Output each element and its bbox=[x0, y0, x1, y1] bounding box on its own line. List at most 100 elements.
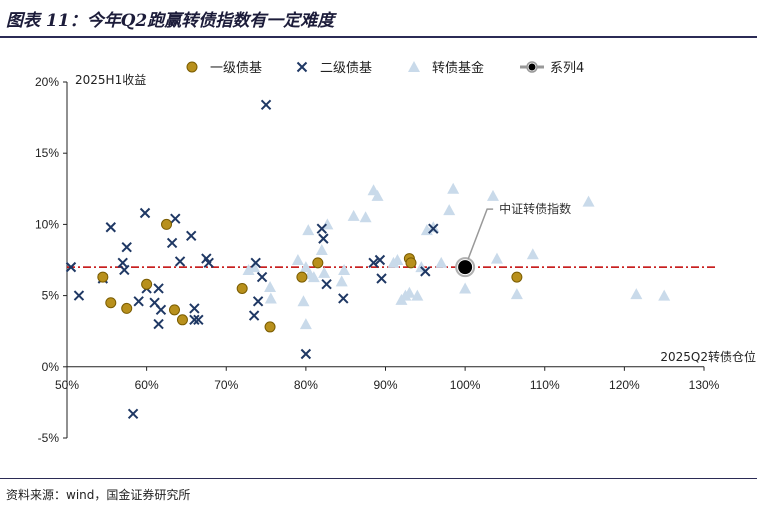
point-grade2 bbox=[174, 256, 186, 267]
point-fund bbox=[486, 189, 499, 201]
point-grade2 bbox=[153, 318, 164, 330]
point-grade1 bbox=[236, 282, 248, 294]
point-grade2 bbox=[73, 290, 85, 301]
point-fund bbox=[291, 254, 304, 265]
legend-label: 一级债基 bbox=[210, 61, 262, 76]
point-grade2 bbox=[428, 223, 439, 234]
y-tick-label: 15% bbox=[35, 146, 59, 160]
point-grade2 bbox=[376, 273, 387, 284]
chart-annotation: 中证转债指数 bbox=[467, 201, 571, 260]
point-grade2 bbox=[374, 254, 386, 266]
point-fund bbox=[411, 289, 424, 301]
point-fund bbox=[359, 211, 372, 223]
x-tick-label: 70% bbox=[214, 378, 238, 392]
point-grade1 bbox=[264, 321, 276, 333]
y-axis-title: 2025H1收益 bbox=[75, 73, 146, 87]
point-grade2 bbox=[121, 241, 132, 253]
chart-title: 图表 11：今年Q2跑赢转债指数有一定难度 bbox=[6, 11, 335, 31]
point-grade2 bbox=[248, 310, 260, 321]
legend-item-1: 一级债基 bbox=[186, 61, 262, 76]
legend-item-3: 转债基金 bbox=[408, 60, 484, 76]
point-grade1 bbox=[168, 304, 180, 316]
point-grade2 bbox=[105, 222, 117, 233]
point-grade1 bbox=[312, 257, 324, 269]
point-grade2 bbox=[300, 348, 312, 360]
footer-divider bbox=[0, 478, 757, 479]
point-fund bbox=[315, 244, 328, 256]
point-fund bbox=[338, 263, 351, 275]
x-tick-label: 120% bbox=[609, 378, 640, 392]
point-grade2 bbox=[203, 257, 214, 269]
point-fund bbox=[582, 195, 595, 207]
x-tick-label: 50% bbox=[55, 378, 79, 392]
point-fund bbox=[248, 261, 261, 273]
legend-label: 系列4 bbox=[550, 61, 584, 76]
scatter-chart: 一级债基 二级债基 转债基金 系列4 20% 15% 10% 5% 0% -5% 50% 60% 70… bbox=[35, 60, 756, 445]
point-grade1 bbox=[105, 297, 117, 309]
point-fund bbox=[302, 224, 315, 236]
point-fund bbox=[307, 271, 320, 283]
point-grade1 bbox=[296, 271, 308, 283]
legend-marker-grade2 bbox=[296, 61, 308, 73]
title-bar: 图表 11：今年Q2跑赢转债指数有一定难度 bbox=[0, 0, 757, 40]
point-grade2 bbox=[139, 207, 151, 219]
legend: 一级债基 二级债基 转债基金 系列4 bbox=[186, 60, 584, 76]
point-fund bbox=[427, 221, 440, 233]
point-grade2 bbox=[260, 99, 272, 110]
point-grade1 bbox=[511, 271, 523, 283]
y-tick-label: 5% bbox=[42, 289, 60, 303]
point-grade1 bbox=[405, 257, 417, 269]
point-fund bbox=[299, 318, 312, 330]
x-tick-label: 80% bbox=[294, 378, 318, 392]
title-divider bbox=[0, 36, 757, 38]
point-grade2 bbox=[250, 257, 261, 269]
point-grade2 bbox=[119, 264, 130, 276]
point-grade2 bbox=[321, 279, 332, 290]
point-fund bbox=[490, 252, 503, 264]
annotation-leader bbox=[467, 208, 494, 260]
y-tick-label: 10% bbox=[35, 217, 59, 231]
series-1 bbox=[97, 218, 523, 333]
point-grade2 bbox=[189, 303, 200, 314]
y-tick-label: 0% bbox=[42, 360, 60, 374]
legend-label: 转债基金 bbox=[432, 60, 484, 76]
y-tick-label: -5% bbox=[38, 431, 60, 445]
point-grade2 bbox=[189, 314, 200, 326]
point-grade2 bbox=[316, 223, 328, 234]
x-tick-label: 110% bbox=[530, 378, 560, 392]
point-fund bbox=[443, 204, 456, 216]
x-tick-label: 90% bbox=[373, 378, 397, 392]
point-grade2 bbox=[127, 408, 139, 419]
point-fund bbox=[242, 263, 255, 275]
point-fund bbox=[264, 292, 277, 304]
point-series4 bbox=[458, 260, 473, 275]
point-grade2 bbox=[166, 237, 178, 249]
point-grade2 bbox=[420, 266, 431, 277]
legend-marker-fund bbox=[408, 61, 420, 72]
chart-axes: 20% 15% 10% 5% 0% -5% 50% 60% 70% 80% 90% 100% 110% 1… bbox=[35, 73, 756, 445]
point-grade2 bbox=[170, 213, 181, 224]
point-grade1 bbox=[161, 218, 173, 230]
x-tick-label: 60% bbox=[135, 378, 159, 392]
annotation-label: 中证转债指数 bbox=[499, 201, 571, 216]
legend-item-2: 二级债基 bbox=[296, 61, 372, 76]
x-tick-label: 100% bbox=[450, 378, 481, 392]
legend-marker-series4 bbox=[528, 63, 536, 71]
legend-label: 二级债基 bbox=[320, 61, 372, 76]
point-grade2 bbox=[155, 304, 167, 316]
point-grade2 bbox=[65, 261, 77, 273]
point-fund bbox=[447, 182, 460, 194]
legend-marker-grade1 bbox=[186, 61, 198, 73]
point-grade2 bbox=[193, 314, 204, 326]
legend-item-4: 系列4 bbox=[520, 61, 584, 76]
point-fund bbox=[435, 256, 448, 268]
point-grade2 bbox=[252, 296, 264, 307]
point-grade2 bbox=[256, 271, 268, 283]
point-fund bbox=[347, 209, 360, 221]
point-fund bbox=[264, 281, 277, 293]
point-grade2 bbox=[368, 257, 379, 269]
point-grade2 bbox=[186, 230, 197, 241]
point-grade1 bbox=[141, 278, 153, 290]
x-tick-label: 130% bbox=[689, 378, 720, 392]
source-note: 资料来源：wind，国金证券研究所 bbox=[6, 488, 191, 502]
